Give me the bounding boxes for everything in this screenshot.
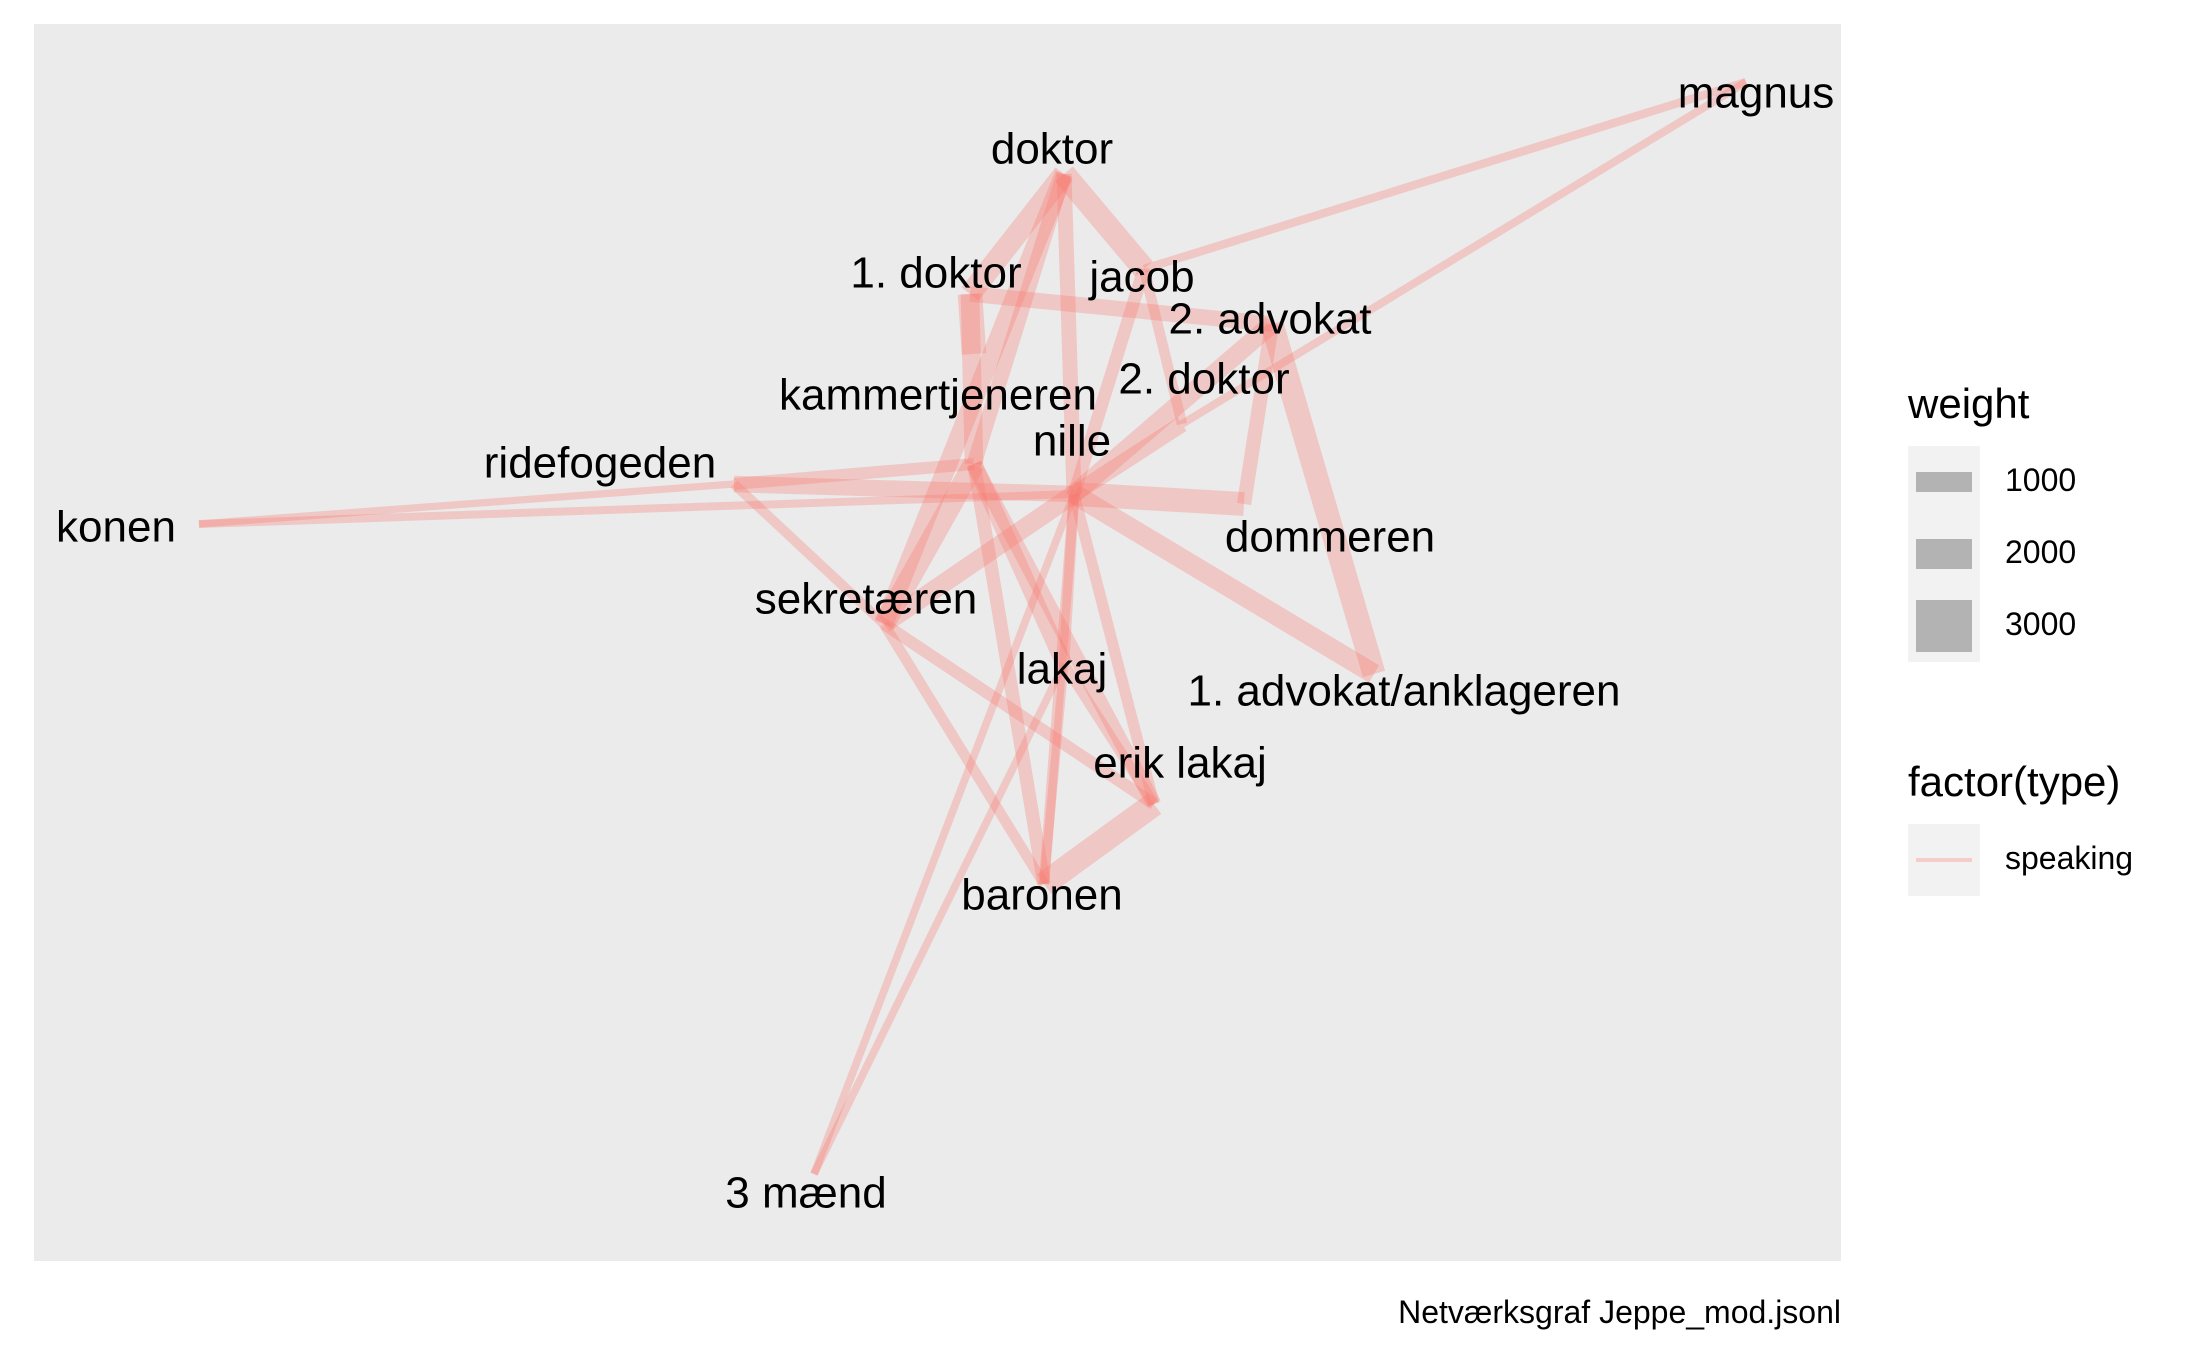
legend-weight-label: 3000 [2005,606,2077,642]
node-label-dommeren: dommeren [1225,513,1435,562]
edge-nille-dommeren [1073,482,1245,516]
edge-nille-lakaj [1058,493,1080,665]
edge-1doktor-2advokat [969,286,1273,332]
legend-weight-key [1908,590,1980,662]
legend-weight-key [1908,518,1980,590]
node-label-doktor: doktor [991,125,1113,174]
legend-weight-label: 2000 [2005,534,2077,570]
plot-caption: Netværksgraf Jeppe_mod.jsonl [1398,1294,1841,1330]
edge-1doktor-kammertjeneren [960,293,984,465]
edge-doktor-kammertjeneren [966,171,1072,467]
legend-weight-item: 1000 [1908,446,2076,518]
node-label-lakaj: lakaj [1017,645,1108,694]
legend-weight: weight 1000 2000 3000 [1908,380,2168,662]
node-label-kammertjeneren: kammertjeneren [779,371,1097,420]
edge-nille-3maend [810,492,1078,1176]
edge-2advokat-dommeren [1236,322,1280,506]
legend-weight-item: 2000 [1908,518,2076,590]
edge-kammertjeneren-lakaj [966,460,1072,668]
edge-2advokat-1advokat [1260,320,1386,678]
edge-2advokat-nille [1067,316,1279,502]
node-label-nille: nille [1033,417,1111,466]
edge-nille-baronen [1038,493,1080,885]
legend-weight-bar [1916,600,1972,652]
edge-sekretaeren-baronen [879,621,1049,887]
edge-1doktor-1doktor [957,293,987,355]
node-label-1doktor: 1. doktor [850,249,1021,298]
legend-type-item: speaking [1908,824,2133,896]
edge-lakaj-eriklakaj [1059,661,1159,807]
node-label-sekretaeren: sekretæren [755,575,978,624]
edge-doktor-nille [1056,173,1082,495]
edge-jacob-2doktor [1138,267,1188,426]
legend-type-label: speaking [2005,840,2134,876]
legend-weight-title: weight [1908,380,2030,427]
legend-weight-item: 3000 [1908,590,2076,662]
edge-ridefogeden-konen [198,480,735,528]
edge-nille-ridefogeden [733,475,1075,503]
node-label-magnus: magnus [1678,69,1835,118]
legend-type-title: factor(type) [1908,758,2121,805]
node-label-jacob: jacob [1087,253,1194,302]
legend-type-key [1908,824,1980,896]
edge-2doktor-nille [1069,417,1187,501]
edge-nille-sekretaeren [878,486,1080,632]
edge-ridefogeden-sekretaeren [730,480,888,628]
node-label-3maend: 3 mænd [725,1169,886,1218]
node-label-2doktor: 2. doktor [1118,355,1289,404]
node-label-eriklakaj: erik lakaj [1093,739,1267,788]
edges-layer [198,77,1749,1176]
node-label-baronen: baronen [961,871,1122,920]
node-label-2advokat: 2. advokat [1168,295,1371,344]
legend-weight-bar [1916,539,1972,569]
edge-nille-1advokat [1068,485,1380,683]
edge-kammertjeneren-ridefogeden [733,457,975,491]
edge-eriklakaj-baronen [1036,794,1162,894]
edge-nille-konen [198,490,1075,528]
edge-doktor-jacob [1055,166,1153,277]
edge-magnus-jacob [1142,77,1748,274]
edge-lakaj-3maend [810,662,1068,1176]
legend-type-keys: speaking [1908,824,2133,896]
edge-jacob-nille [1067,267,1151,496]
legend-weight-bar [1916,472,1972,492]
node-label-konen: konen [56,503,176,552]
plot-panel: magnus doktor 1. doktor jacob 2. advokat 2. d… [34,24,1841,1261]
legend-type: factor(type) speaking [1908,758,2178,896]
edge-kammertjeneren-sekretaeren [874,458,984,630]
edge-doktor-sekretaeren [875,170,1073,628]
edge-kammertjeneren-eriklakaj [967,460,1161,808]
edge-doktor-1doktor [961,167,1073,301]
legend-weight-label: 1000 [2005,462,2077,498]
node-label-ridefogeden: ridefogeden [484,439,716,488]
edge-sekretaeren-eriklakaj [880,618,1158,810]
edge-lakaj-baronen [1039,663,1069,885]
edge-nille-eriklakaj [1068,492,1160,806]
edge-magnus-2doktor [1179,78,1749,428]
legend-type-line [1916,858,1972,862]
legend-weight-keys: 1000 2000 3000 [1908,446,2076,662]
legend-weight-key [1908,446,1980,518]
node-label-1advokat: 1. advokat/anklageren [1188,667,1621,716]
edge-kammertjeneren-baronen [967,462,1051,886]
